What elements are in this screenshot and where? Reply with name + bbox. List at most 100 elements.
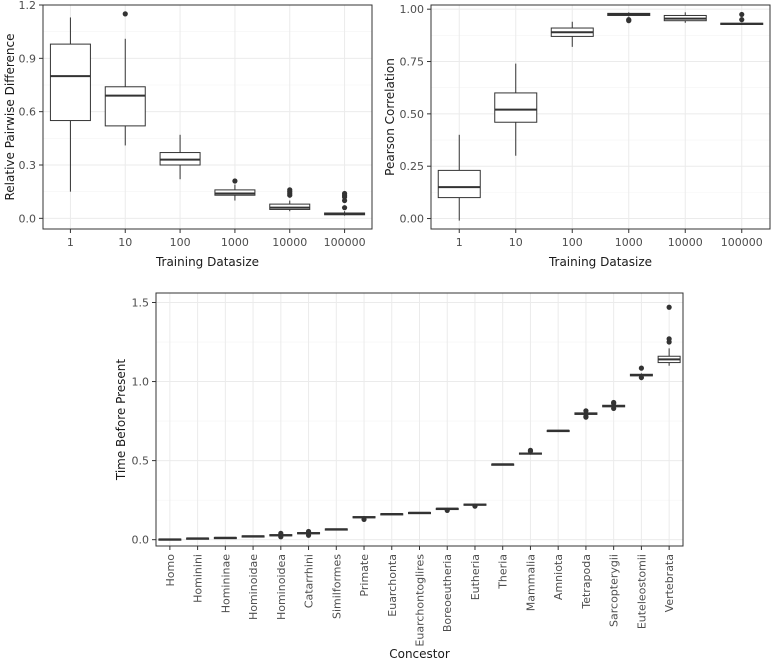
outlier-point [122,11,128,17]
x-tick-label: Sarcopterygii [608,554,621,627]
y-tick-label: 0.75 [400,56,425,69]
x-tick-label: Vertebrata [663,554,676,612]
y-tick-label: 0.0 [132,534,150,547]
x-tick-label: Homo [164,554,177,587]
outlier-point [287,187,293,193]
x-tick-label: Primate [358,554,371,597]
box-homininae [213,536,237,540]
y-tick-label: 0.0 [19,212,37,225]
outlier-point [583,408,589,414]
outlier-point [444,507,450,514]
outlier-point [341,190,348,197]
outlier-point [739,17,745,23]
box-mammalia [518,447,542,455]
outlier-point [739,11,745,18]
box-100000 [720,11,764,25]
x-tick-label: Mammalia [524,554,537,611]
x-tick-label: 100000 [324,236,366,249]
y-tick-label: 0.25 [400,160,425,173]
box-100000 [324,190,366,216]
y-tick-label: 1.2 [19,0,37,12]
box-1 [437,134,481,221]
outlier-point [305,532,312,538]
panel-relative-pairwise-difference: 0.0 0.3 0.6 0.9 1.2 1 10 100 1000 10000 100000 Trai… [3,0,373,269]
outlier-point [583,413,589,419]
box-100 [159,134,201,180]
iqr-box [104,86,146,127]
plot-area [430,4,771,230]
x-tick-label: 1000 [615,236,643,249]
x-tick-label: 10 [118,236,132,249]
x-tick-label: Homininae [219,554,232,614]
box-10 [494,63,538,156]
box-similformes [324,528,348,531]
box-boreoeutheria [435,507,459,514]
outlier-point [527,447,534,453]
x-tick-label: Similformes [330,554,343,619]
iqr-box [494,92,538,123]
x-tick-label: 100 [170,236,191,249]
y-tick-label: 0.3 [19,159,37,172]
outlier-point [278,530,284,536]
y-axis-title: Time Before Present [114,359,128,482]
outlier-point [666,304,672,310]
box-sarcopterygii [602,399,626,412]
outlier-point [626,18,632,24]
box-primate [352,515,376,523]
panel-border [430,4,771,230]
box-hominini [186,537,210,540]
y-tick-label: 0.6 [19,106,37,119]
box-1 [49,17,91,192]
y-tick-label: 1.5 [132,296,150,309]
x-axis-title: Training Datasize [548,255,652,269]
x-tick-label: Hominoidea [275,554,288,620]
x-tick-label: Theria [497,554,510,590]
x-tick-label: 100 [562,236,583,249]
box-1000 [214,178,256,201]
x-axis-title: Training Datasize [155,255,259,269]
box-100 [550,21,594,47]
box-10000 [269,187,311,212]
box-1000 [607,12,651,24]
y-axis-title: Relative Pairwise Difference [3,34,17,201]
x-tick-label: 10000 [272,236,307,249]
box-vertebrata [657,304,681,366]
outlier-point [638,374,644,381]
box-10 [104,11,146,146]
y-tick-label: 1.0 [132,376,150,389]
panel-border [42,4,373,230]
x-tick-label: Tetrapoda [580,554,593,610]
x-tick-label: Euarchonta [386,554,399,617]
outlier-point [341,205,348,211]
outlier-point [611,399,617,406]
panel-time-before-present: 0.0 0.5 1.0 1.5 Homo Hominini Homininae Hominoi… [114,292,684,661]
outlier-point [638,365,644,371]
iqr-box [49,43,91,122]
x-tick-label: 1000 [221,236,249,249]
outlier-point [341,197,348,204]
x-tick-label: Euteleostomii [635,554,648,629]
box-hominoidea [269,530,293,540]
y-tick-label: 1.00 [400,3,425,16]
x-tick-label: Hominini [192,554,205,603]
panel-pearson-correlation: 0.00 0.25 0.50 0.75 1.00 1 10 100 1000 10000 10000… [383,3,771,269]
box-tetrapoda [574,408,598,420]
y-tick-label: 0.00 [400,213,425,226]
box-euarchonta [380,513,404,516]
y-tick-label: 0.5 [132,455,150,468]
box-eutheria [463,503,487,509]
outlier-point [232,178,238,184]
x-tick-label: Amniota [552,554,565,600]
box-euarchontoglires [408,511,431,515]
x-tick-label: 1 [67,236,74,249]
box-euteleostomii [629,365,653,381]
outlier-point [611,405,617,412]
plot-area [42,4,373,230]
outlier-point [472,503,478,509]
box-homo [158,538,182,541]
x-tick-label: 10000 [668,236,703,249]
x-tick-label: Catarrhini [303,554,316,608]
x-tick-label: 100000 [721,236,763,249]
x-tick-label: 1 [456,236,463,249]
